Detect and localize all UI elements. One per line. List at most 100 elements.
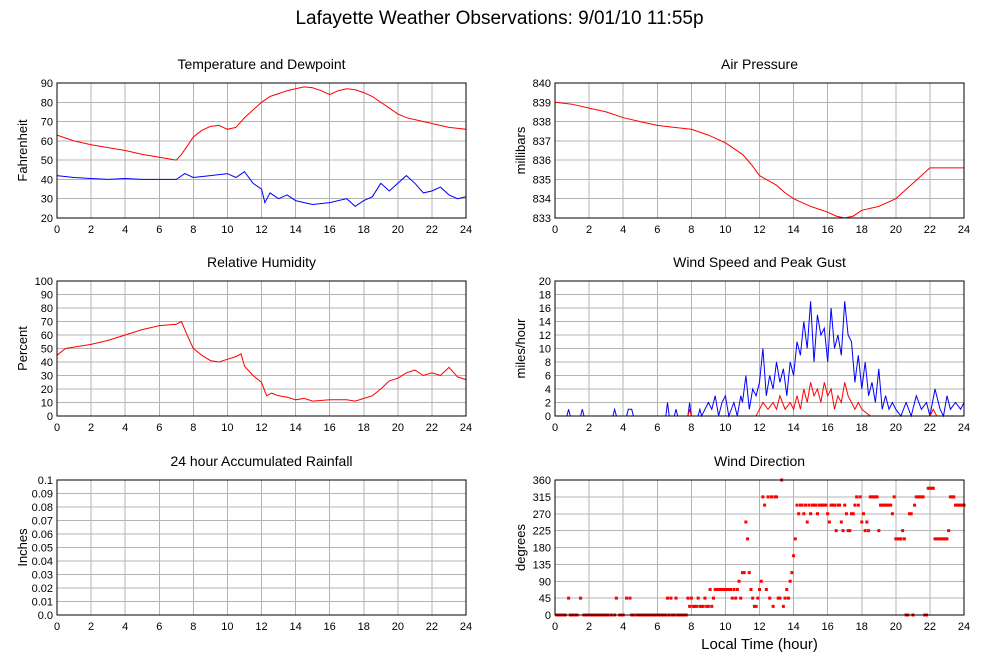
chart-4-ytick-label: 0.05 bbox=[32, 543, 53, 555]
chart-5-point bbox=[739, 596, 743, 600]
chart-5-point bbox=[943, 537, 947, 541]
chart-5-ytick-label: 45 bbox=[539, 593, 551, 605]
chart-0-ytick-label: 50 bbox=[41, 155, 53, 167]
chart-4: 0 2 4 6 8 10 12 14 16 18 20 22 240.00.010.020.030.04… bbox=[15, 453, 472, 633]
chart-4-xtick-label: 10 bbox=[221, 621, 233, 633]
chart-5-ylabel: degrees bbox=[513, 524, 528, 571]
chart-3-xtick-label: 20 bbox=[890, 422, 902, 434]
chart-5-point bbox=[877, 529, 881, 533]
chart-5-point bbox=[960, 503, 964, 507]
chart-0-xtick-label: 6 bbox=[156, 224, 162, 236]
chart-5-point bbox=[805, 520, 809, 524]
chart-5-point bbox=[928, 486, 932, 490]
chart-5-xtick-label: 18 bbox=[856, 621, 868, 633]
chart-1-xtick-label: 20 bbox=[890, 224, 902, 236]
chart-5-point bbox=[766, 495, 770, 499]
chart-4-xtick-label: 2 bbox=[88, 621, 94, 633]
chart-5-xtick-label: 12 bbox=[753, 621, 765, 633]
chart-5-point bbox=[694, 604, 698, 608]
chart-5-point bbox=[931, 486, 935, 490]
chart-2-xtick-label: 10 bbox=[221, 422, 233, 434]
chart-3-xtick-label: 4 bbox=[620, 422, 626, 434]
chart-0-xtick-label: 0 bbox=[54, 224, 60, 236]
chart-1-xtick-label: 10 bbox=[719, 224, 731, 236]
chart-5-point bbox=[938, 537, 942, 541]
chart-5-xtick-label: 8 bbox=[688, 621, 694, 633]
chart-5-point bbox=[686, 596, 690, 600]
chart-1-ytick-label: 836 bbox=[533, 155, 551, 167]
chart-5-point bbox=[781, 604, 785, 608]
chart-3-ytick-label: 10 bbox=[539, 344, 551, 356]
chart-5-point bbox=[734, 596, 738, 600]
chart-5-xtick-label: 16 bbox=[822, 621, 834, 633]
chart-5-point bbox=[669, 596, 673, 600]
chart-3-ytick-label: 20 bbox=[539, 276, 551, 288]
chart-3-xtick-label: 24 bbox=[958, 422, 970, 434]
chart-5-point bbox=[930, 486, 934, 490]
chart-3-ytick-label: 8 bbox=[545, 357, 551, 369]
chart-4-ytick-label: 0.0 bbox=[38, 610, 53, 622]
chart-4-ytick-label: 0.03 bbox=[32, 570, 53, 582]
chart-5-point bbox=[756, 596, 760, 600]
chart-5-point bbox=[902, 537, 906, 541]
chart-5-ytick-label: 180 bbox=[533, 543, 551, 555]
chart-1-xtick-label: 2 bbox=[586, 224, 592, 236]
chart-5-point bbox=[778, 596, 782, 600]
chart-3-ytick-label: 0 bbox=[545, 411, 551, 423]
chart-2-ytick-label: 90 bbox=[41, 290, 53, 302]
chart-5-point bbox=[723, 588, 727, 591]
chart-5-ytick-label: 90 bbox=[539, 576, 551, 588]
chart-5-point bbox=[710, 604, 714, 608]
chart-5-point bbox=[732, 588, 736, 591]
chart-5-point bbox=[901, 529, 905, 533]
chart-5-point bbox=[914, 495, 918, 499]
chart-5-point bbox=[872, 495, 876, 499]
chart-4-ytick-label: 0.09 bbox=[32, 489, 53, 501]
chart-5-point bbox=[742, 571, 746, 575]
chart-3-ytick-label: 2 bbox=[545, 398, 551, 410]
chart-1-xtick-label: 6 bbox=[654, 224, 660, 236]
chart-5-xtick-label: 14 bbox=[787, 621, 799, 633]
chart-5-point bbox=[957, 503, 961, 507]
chart-2-xtick-label: 6 bbox=[156, 422, 162, 434]
chart-2-xtick-label: 12 bbox=[255, 422, 267, 434]
chart-1-ytick-label: 834 bbox=[533, 194, 551, 206]
chart-5-xtick-label: 10 bbox=[719, 621, 731, 633]
chart-5-point bbox=[763, 503, 767, 507]
chart-5-point bbox=[809, 512, 813, 516]
chart-3-ytick-label: 16 bbox=[539, 303, 551, 315]
chart-3-ytick-label: 6 bbox=[545, 371, 551, 383]
chart-5-ytick-label: 315 bbox=[533, 492, 551, 504]
chart-5-point bbox=[567, 596, 571, 600]
chart-5-point bbox=[792, 554, 796, 558]
chart-5-xtick-label: 6 bbox=[654, 621, 660, 633]
chart-5-point bbox=[843, 503, 847, 507]
chart-5-point bbox=[698, 604, 702, 608]
chart-3-ytick-label: 12 bbox=[539, 330, 551, 342]
chart-2-ytick-label: 60 bbox=[41, 330, 53, 342]
chart-5-ytick-label: 135 bbox=[533, 559, 551, 571]
chart-5-point bbox=[848, 529, 852, 533]
chart-5-point bbox=[701, 604, 705, 608]
chart-5-point bbox=[919, 495, 923, 499]
page-title: Lafayette Weather Observations: 9/01/10 … bbox=[295, 8, 704, 29]
chart-2-xtick-label: 4 bbox=[122, 422, 128, 434]
chart-3-ytick-label: 4 bbox=[545, 384, 551, 396]
chart-1-ytick-label: 838 bbox=[533, 117, 551, 129]
chart-2-ytick-label: 20 bbox=[41, 384, 53, 396]
chart-5-point bbox=[718, 588, 722, 591]
chart-5-xtick-label: 20 bbox=[890, 621, 902, 633]
chart-5-point bbox=[885, 503, 889, 507]
chart-5-point bbox=[853, 503, 857, 507]
chart-5-point bbox=[746, 537, 750, 541]
chart-1-title: Air Pressure bbox=[721, 56, 798, 72]
chart-1-ylabel: millibars bbox=[513, 126, 528, 174]
chart-4-ytick-label: 0.07 bbox=[32, 516, 53, 528]
chart-1-ytick-label: 837 bbox=[533, 136, 551, 148]
chart-5-point bbox=[850, 512, 854, 516]
chart-5-point bbox=[827, 520, 831, 524]
chart-1-xtick-label: 12 bbox=[753, 224, 765, 236]
chart-2-ytick-label: 80 bbox=[41, 303, 53, 315]
chart-0-ytick-label: 40 bbox=[41, 174, 53, 186]
